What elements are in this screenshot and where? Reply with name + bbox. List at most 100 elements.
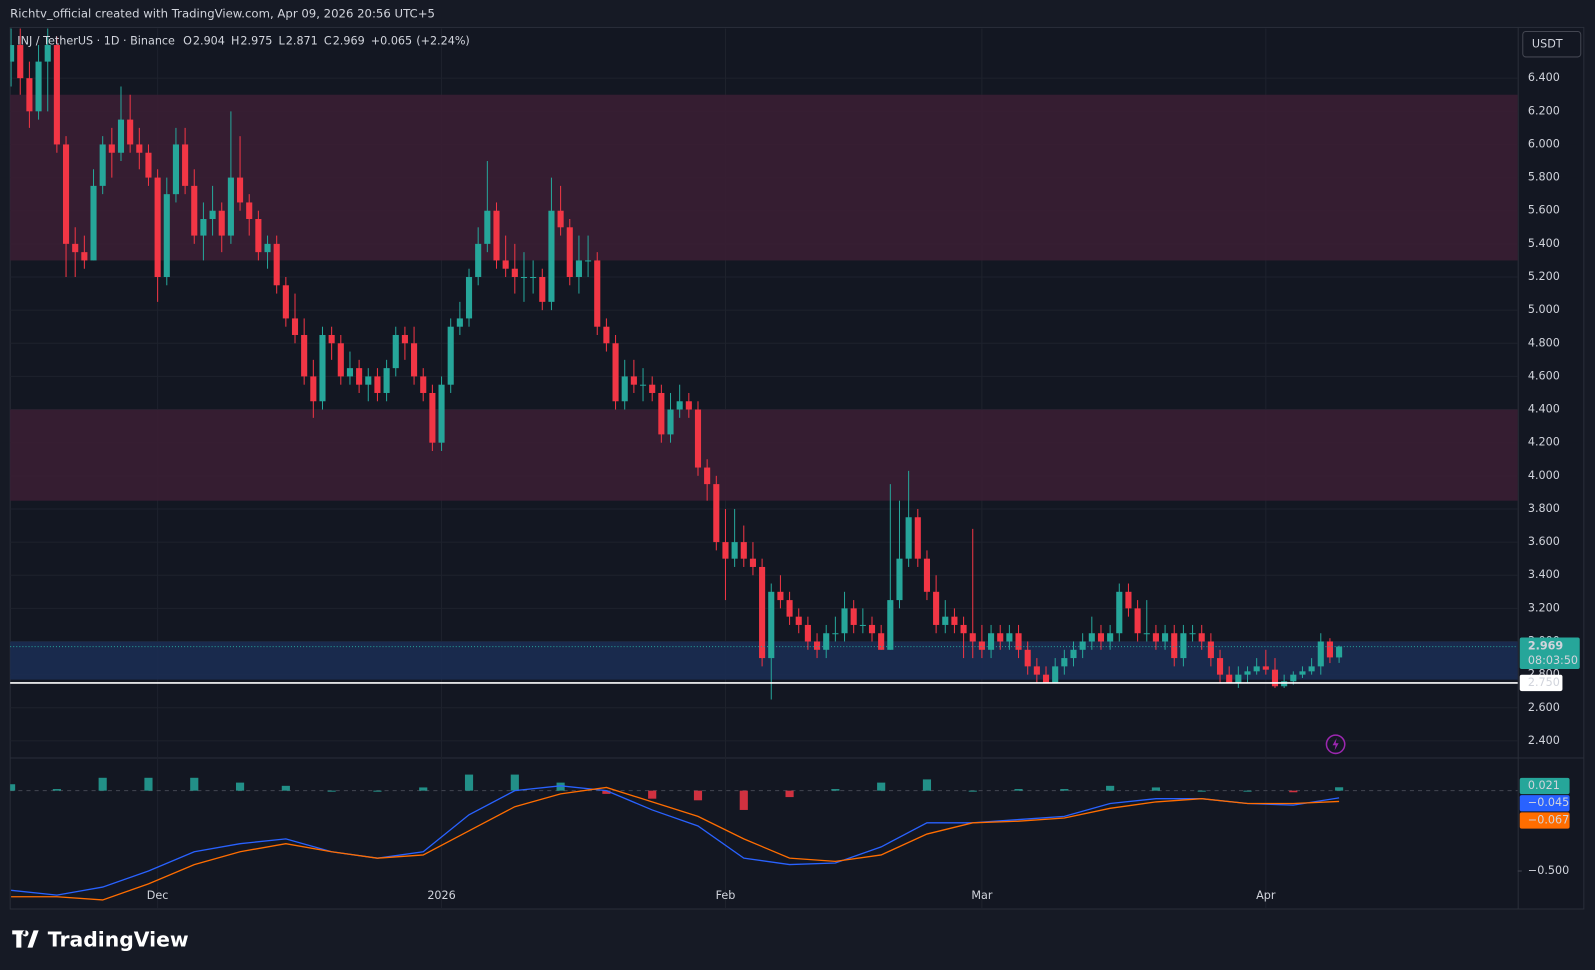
- ohlc-key: H: [231, 35, 239, 48]
- candle-body: [264, 243, 271, 253]
- histogram-bar: [510, 774, 519, 791]
- candle-body: [520, 277, 528, 279]
- y-tick-label: 4.800: [1528, 336, 1560, 349]
- candle-body: [1006, 633, 1013, 642]
- candle-body: [969, 633, 976, 642]
- candle-body: [1180, 633, 1187, 659]
- macd-pane: [10, 774, 1518, 901]
- ohlc-value: 2.975: [240, 35, 272, 48]
- ohlc-key: C: [324, 35, 332, 48]
- candle-body: [127, 119, 134, 145]
- candle-body: [960, 624, 967, 634]
- candle-body: [411, 343, 418, 377]
- histogram-bar: [1060, 789, 1069, 791]
- x-tick-label: Mar: [971, 889, 992, 902]
- candle-body: [658, 392, 665, 435]
- candle-body: [328, 334, 335, 344]
- candle-body: [172, 144, 179, 195]
- candle-body: [1171, 633, 1178, 659]
- histogram-bar: [419, 787, 428, 791]
- candle-body: [72, 243, 79, 253]
- candle-body: [548, 210, 555, 302]
- change-pct: (+2.24%): [416, 35, 470, 48]
- histogram-bar: [739, 790, 748, 810]
- y-tick-label: 2.400: [1528, 734, 1560, 747]
- last-price-label: 2.969: [1528, 640, 1564, 653]
- candle-body: [539, 277, 546, 302]
- candle-body: [639, 384, 647, 386]
- candle-body: [841, 608, 848, 634]
- histogram-bar: [1289, 790, 1298, 793]
- change: +0.065: [371, 35, 412, 48]
- y-tick-label: 5.000: [1528, 303, 1560, 316]
- candle-body: [1024, 649, 1031, 667]
- macd-value-tag: [1519, 795, 1570, 812]
- level-tag: [1519, 674, 1563, 692]
- candle-body: [136, 144, 143, 153]
- ohlc-value: 2.969: [333, 35, 365, 48]
- candle-body: [145, 152, 152, 178]
- candle-body: [365, 376, 372, 385]
- candle-body: [273, 243, 280, 286]
- histogram-bar: [785, 790, 794, 798]
- alert-icon[interactable]: [1325, 734, 1346, 755]
- brand-logo: TradingView: [12, 928, 189, 952]
- candle-body: [484, 210, 491, 244]
- candle-body: [154, 177, 161, 278]
- candle-body: [1052, 666, 1059, 683]
- histogram-bar: [464, 774, 474, 791]
- candle-body: [1015, 633, 1022, 650]
- macd-value-label: −0.067: [1528, 814, 1569, 827]
- candle-body: [832, 633, 839, 635]
- candle-body: [1326, 641, 1333, 658]
- candle-body: [978, 641, 985, 650]
- candle-body: [1336, 646, 1343, 658]
- candle-body: [1317, 641, 1324, 667]
- candle-body: [90, 185, 97, 261]
- y-tick-label: 5.800: [1528, 171, 1560, 184]
- currency-button[interactable]: USDT: [1522, 31, 1582, 58]
- candle-body: [1134, 608, 1141, 634]
- candle-body: [99, 144, 106, 186]
- y-tick-label: 5.200: [1528, 270, 1560, 283]
- candle-body: [475, 243, 482, 278]
- histogram-bar: [602, 790, 611, 794]
- legend: INJ / TetherUS · 1D · Binance O 2.904 H 2.9…: [17, 35, 470, 48]
- candle-body: [823, 633, 830, 650]
- candle-body: [420, 376, 427, 393]
- y-tick-label: 4.200: [1528, 436, 1560, 449]
- y-tick-label: 4.600: [1528, 369, 1560, 382]
- x-tick-label: Feb: [716, 889, 736, 902]
- candle-body: [493, 210, 500, 261]
- histogram-bar: [693, 790, 703, 801]
- candle-body: [731, 542, 738, 559]
- candle-body: [44, 45, 51, 62]
- candle-body: [456, 318, 463, 327]
- candle-body: [795, 616, 802, 625]
- candle-body: [383, 368, 390, 393]
- candle-body: [1198, 633, 1205, 642]
- candle-body: [26, 78, 33, 112]
- macd-line: [11, 785, 1340, 896]
- last-price-tag: [1519, 637, 1580, 670]
- candle-body: [246, 202, 253, 220]
- candle-body: [200, 219, 207, 236]
- currency-box[interactable]: [1522, 31, 1582, 58]
- logo-mark: [12, 930, 39, 948]
- y-tick-label: 5.400: [1528, 237, 1560, 250]
- histogram-bar: [235, 782, 245, 791]
- candle-body: [1253, 666, 1260, 672]
- currency[interactable]: USDT: [1532, 38, 1563, 51]
- candle-body: [951, 616, 958, 625]
- candle-body: [1226, 674, 1233, 683]
- brand: TradingView: [48, 928, 189, 952]
- histogram-bar: [190, 777, 199, 791]
- zone: [10, 94, 1518, 261]
- candle-body: [905, 517, 912, 559]
- y2-tick-label: −0.500: [1528, 864, 1569, 877]
- candle-body: [1097, 633, 1105, 642]
- candle-body: [878, 633, 885, 650]
- candle-body: [777, 591, 784, 601]
- histogram-bar: [144, 777, 153, 791]
